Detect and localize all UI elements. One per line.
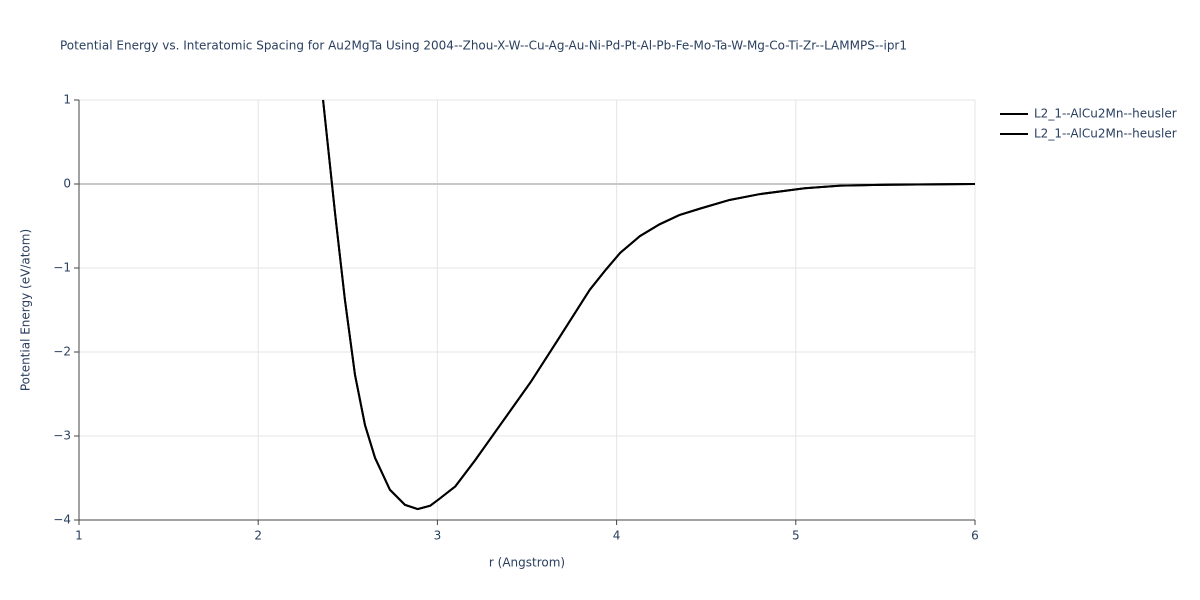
x-tick-label: 6 bbox=[971, 529, 979, 543]
line-series bbox=[322, 99, 976, 511]
y-tick-label: 1 bbox=[63, 93, 71, 107]
y-tick-label: 0 bbox=[63, 177, 71, 191]
x-axis-label: r (Angstrom) bbox=[489, 556, 565, 570]
x-tick-label: 2 bbox=[254, 529, 262, 543]
y-tick-label: −4 bbox=[53, 513, 71, 527]
chart-title: Potential Energy vs. Interatomic Spacing… bbox=[60, 39, 907, 53]
y-tick-label: −1 bbox=[53, 261, 71, 275]
x-tick-label: 5 bbox=[792, 529, 800, 543]
y-tick-label: −2 bbox=[53, 345, 71, 359]
y-tick-label: −3 bbox=[53, 429, 71, 443]
x-tick-label: 4 bbox=[613, 529, 621, 543]
line-series bbox=[322, 99, 976, 511]
x-tick-label: 3 bbox=[434, 529, 442, 543]
legend-label: L2_1--AlCu2Mn--heusler bbox=[1034, 127, 1177, 141]
y-axis-label: Potential Energy (eV/atom) bbox=[19, 229, 33, 391]
x-tick-label: 1 bbox=[75, 529, 83, 543]
legend-label: L2_1--AlCu2Mn--heusler bbox=[1034, 107, 1177, 121]
